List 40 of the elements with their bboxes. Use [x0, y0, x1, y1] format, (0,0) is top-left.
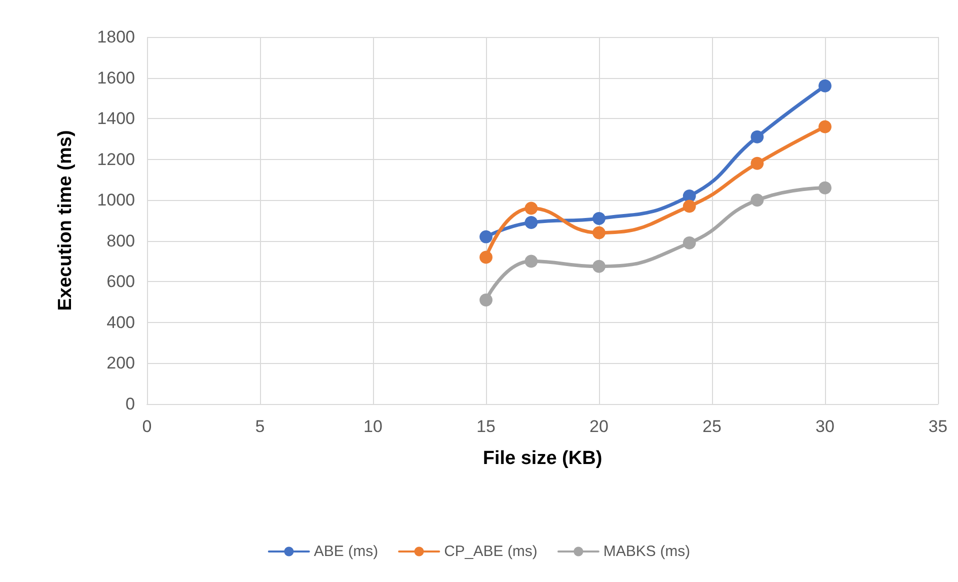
x-tick-label: 30 — [816, 417, 834, 436]
x-axis-title: File size (KB) — [482, 448, 602, 469]
point — [480, 294, 492, 307]
point — [592, 260, 606, 273]
point — [592, 226, 606, 240]
y-tick-label: 200 — [106, 354, 135, 373]
point — [750, 194, 764, 207]
point — [480, 230, 492, 244]
y-tick-label: 600 — [106, 272, 135, 292]
y-tick-label: 1000 — [97, 190, 135, 210]
point — [818, 120, 832, 134]
y-tick-label: 400 — [106, 312, 135, 332]
x-tick-label: 10 — [364, 417, 382, 436]
point — [480, 250, 492, 264]
x-tick-label: 25 — [702, 417, 722, 436]
legend-label: ABE (ms) — [314, 543, 378, 560]
point — [818, 79, 832, 92]
point — [524, 216, 538, 230]
point — [750, 156, 764, 170]
point — [818, 181, 832, 194]
point — [682, 200, 696, 213]
y-tick-label: 1200 — [97, 150, 135, 169]
point — [524, 254, 538, 268]
legend-label: MABKS (ms) — [603, 543, 690, 560]
y-axis-title: Execution time (ms) — [55, 130, 76, 311]
point — [682, 236, 696, 250]
y-tick-label: 1600 — [97, 68, 135, 88]
x-tick-label: 5 — [255, 417, 265, 436]
y-tick-label: 1400 — [97, 109, 135, 128]
x-tick-label: 20 — [590, 417, 608, 436]
point — [592, 212, 606, 225]
x-tick-label: 0 — [142, 417, 152, 436]
y-tick-label: 1800 — [97, 28, 135, 46]
y-tick-label: 0 — [126, 394, 135, 414]
point — [750, 130, 764, 144]
legend-label: CP_ABE (ms) — [444, 543, 538, 560]
x-tick-label: 35 — [928, 417, 948, 436]
y-tick-label: 800 — [106, 231, 135, 250]
point — [524, 202, 538, 215]
x-tick-label: 15 — [476, 417, 496, 436]
